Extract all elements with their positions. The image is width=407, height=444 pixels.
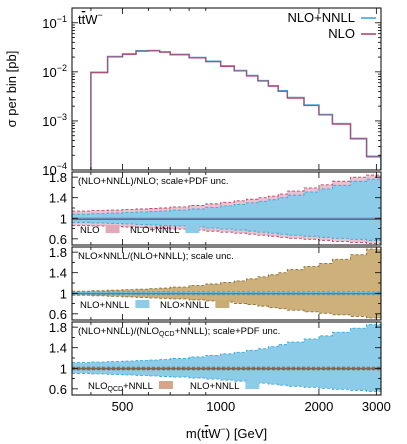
- legend-label: NLOQCD+NNLL: [88, 381, 153, 393]
- y-tick-label: 1.4: [49, 341, 67, 356]
- band-edge-lower: [72, 294, 381, 319]
- band-edge-lower: [72, 372, 381, 392]
- series-line: [90, 49, 381, 170]
- ratio-bands: [72, 248, 381, 319]
- band-edge-upper: [72, 324, 381, 364]
- y-tick-label: 10−1: [42, 14, 67, 31]
- band: [72, 249, 381, 318]
- legend-label: NLO+NNLL: [287, 10, 355, 25]
- ratio-title: (NLO+NNLL)/(NLOQCD+NNLL); scale+PDF unc.: [78, 326, 280, 338]
- y-tick-label: 10−2: [42, 63, 67, 80]
- band-edge-lower: [72, 221, 381, 241]
- legend-swatch: [158, 381, 173, 389]
- ratio-bands: [72, 174, 381, 244]
- legend-label: NLO: [328, 26, 355, 41]
- x-axis-label: m(ttW−) [GeV]: [186, 424, 267, 441]
- y-tick-label: 1.8: [49, 245, 67, 260]
- ratio-title: NLO×NNLL/(NLO+NNLL); scale unc.: [78, 251, 234, 262]
- band-edge-upper: [72, 178, 381, 215]
- ratio-bands: [72, 324, 381, 392]
- legend-swatch: [215, 300, 230, 308]
- series-line: [90, 50, 381, 170]
- legend-label: NLO+NNLL: [190, 381, 239, 392]
- y-tick-label: 1: [60, 361, 67, 376]
- legend-swatch: [135, 300, 150, 308]
- ratio-frame: [71, 246, 382, 321]
- y-tick-label: 1.8: [49, 320, 67, 335]
- band: [72, 179, 381, 241]
- y-tick-label: 1.8: [49, 170, 67, 185]
- main-frame: [71, 7, 382, 171]
- y-tick-label: 1: [60, 286, 67, 301]
- x-tick-label: 2000: [304, 399, 333, 414]
- ratio-panel-2: 0.6 1 1.4 1.8 NLO×NNLL/(NLO+NNLL); scale unc…: [49, 245, 382, 322]
- band: [72, 324, 381, 392]
- legend-label: NLO+NNLL: [80, 300, 129, 311]
- band-edge-upper: [72, 174, 381, 212]
- main-series: [90, 49, 381, 170]
- legend-label: NLO+NNLL: [130, 225, 179, 236]
- y-tick-label: 10−4: [42, 161, 67, 178]
- legend-swatch: [185, 225, 200, 233]
- x-tick-label: 1000: [206, 399, 235, 414]
- y-tick-label: 0.6: [49, 232, 67, 247]
- band-edge-upper: [72, 248, 381, 292]
- y-axis-label: σ per bin [pb]: [4, 51, 19, 128]
- legend-label: NLO: [80, 225, 100, 236]
- ratio-panel-1: 0.6 1 1.4 1.8 (NLO+NNLL)/NLO; scale+PDF unc.…: [49, 170, 382, 247]
- x-tick-label: 500: [112, 399, 134, 414]
- y-tick-label: 1.4: [49, 266, 67, 281]
- y-tick-label: 0.6: [49, 307, 67, 322]
- y-tick-label: 1: [60, 211, 67, 226]
- legend-swatch: [105, 225, 120, 233]
- ratio-panel-3: 0.6 1 1.4 1.8 500 1000 2000 3000 (NLO+NNLL)/(NLO…: [49, 320, 391, 414]
- y-tick-label: 10−3: [42, 112, 67, 129]
- ratio-frame: [71, 321, 382, 396]
- legend-label: NLO×NNLL: [160, 300, 209, 311]
- ratio-title: (NLO+NNLL)/NLO; scale+PDF unc.: [78, 176, 228, 187]
- ratio-frame: [71, 171, 382, 246]
- x-tick-label: 3000: [362, 399, 391, 414]
- y-tick-label: 1.4: [49, 191, 67, 206]
- y-tick-label: 0.6: [49, 382, 67, 397]
- process-label: ttW−: [78, 10, 103, 27]
- legend-swatch: [245, 381, 260, 389]
